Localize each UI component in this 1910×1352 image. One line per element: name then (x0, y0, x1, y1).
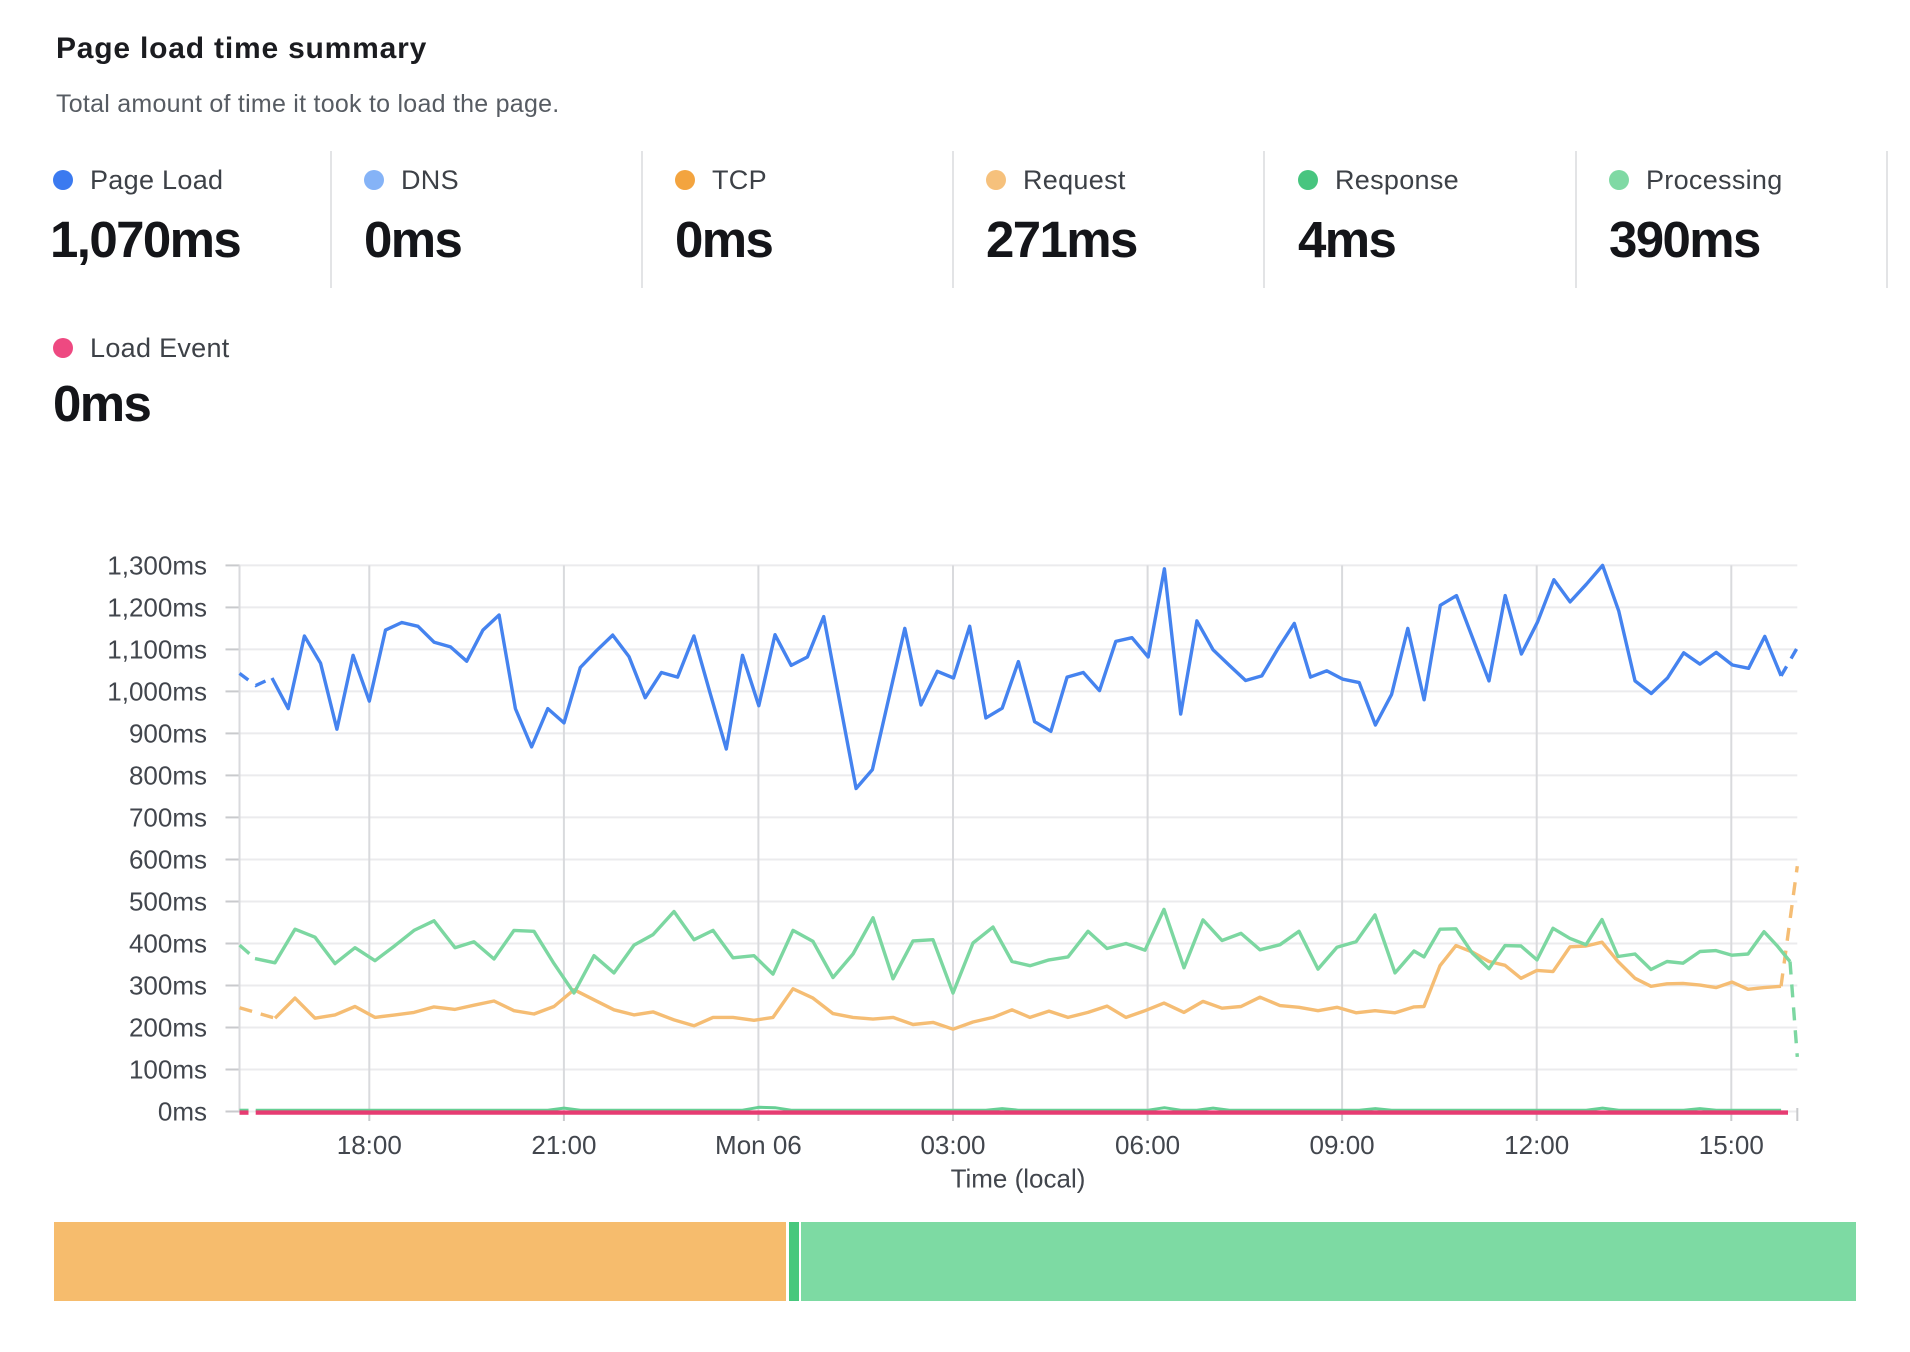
svg-text:200ms: 200ms (129, 1013, 207, 1043)
svg-text:500ms: 500ms (129, 887, 207, 917)
svg-text:1,000ms: 1,000ms (107, 676, 207, 706)
svg-text:0ms: 0ms (158, 1097, 207, 1127)
svg-text:15:00: 15:00 (1699, 1130, 1764, 1160)
svg-text:Time (local): Time (local) (951, 1164, 1086, 1194)
svg-text:400ms: 400ms (129, 929, 207, 959)
svg-text:600ms: 600ms (129, 845, 207, 875)
svg-text:Mon 06: Mon 06 (715, 1130, 802, 1160)
svg-text:12:00: 12:00 (1504, 1130, 1569, 1160)
svg-text:1,100ms: 1,100ms (107, 634, 207, 664)
svg-text:1,300ms: 1,300ms (107, 550, 207, 580)
svg-text:900ms: 900ms (129, 718, 207, 748)
svg-text:21:00: 21:00 (531, 1130, 596, 1160)
svg-text:700ms: 700ms (129, 802, 207, 832)
svg-text:09:00: 09:00 (1310, 1130, 1375, 1160)
svg-text:100ms: 100ms (129, 1055, 207, 1085)
svg-text:300ms: 300ms (129, 971, 207, 1001)
svg-text:03:00: 03:00 (920, 1130, 985, 1160)
svg-text:800ms: 800ms (129, 760, 207, 790)
svg-text:1,200ms: 1,200ms (107, 592, 207, 622)
svg-text:06:00: 06:00 (1115, 1130, 1180, 1160)
svg-text:18:00: 18:00 (337, 1130, 402, 1160)
